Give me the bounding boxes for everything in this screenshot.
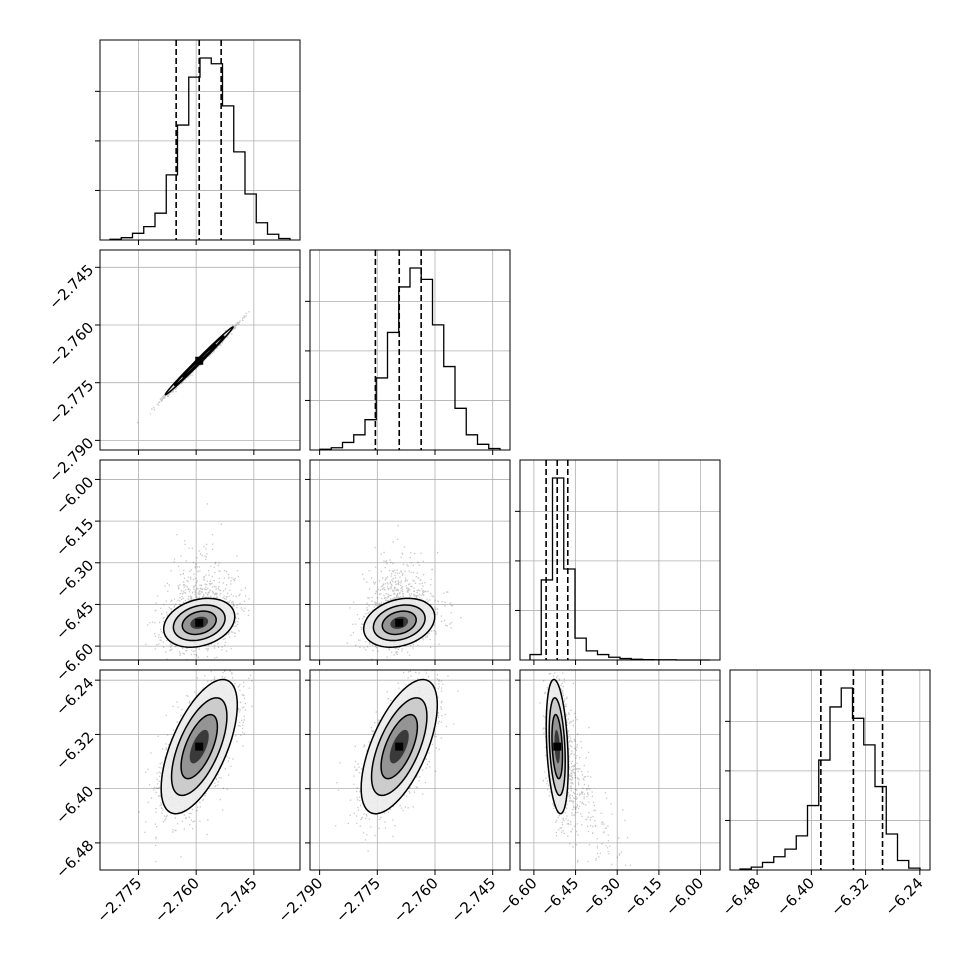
histogram-panel-0 (95, 39, 301, 241)
contour-line-2 (551, 713, 564, 780)
axes-frame (729, 669, 931, 871)
scatter-panel-1-3 (309, 669, 511, 871)
panel-content (145, 503, 250, 660)
y-tick-label: −6.30 (52, 556, 97, 601)
scatter-panel-0-3 (99, 669, 301, 871)
contour-line-0 (160, 678, 239, 815)
contour-line-0 (360, 678, 439, 815)
x-tick-label: −2.760 (151, 874, 203, 926)
contour-line-0 (362, 597, 436, 648)
x-tick-label: −2.790 (274, 874, 326, 926)
histogram-panel-1 (305, 249, 511, 451)
x-tick-label: −6.00 (662, 874, 707, 919)
y-tick-label: −6.15 (52, 515, 97, 560)
panel-content (335, 670, 459, 852)
contour-line-1 (372, 604, 426, 642)
x-tick-label: −2.745 (448, 874, 500, 926)
y-tick-label: −6.60 (52, 640, 97, 685)
histogram-step-line (319, 267, 501, 450)
y-tick-label: −2.775 (45, 376, 97, 428)
density-peak (195, 356, 204, 365)
contour-line-1 (548, 697, 566, 797)
y-tick-label: −2.760 (45, 319, 97, 371)
density-peak (195, 618, 204, 627)
contour-line-2 (180, 713, 219, 780)
histogram-step-line (739, 687, 921, 870)
y-tick-label: −6.24 (52, 674, 97, 719)
panel-content (137, 311, 250, 424)
axes-frame (309, 459, 511, 661)
x-tick-label: −6.48 (719, 874, 764, 919)
x-tick-label: −6.15 (620, 874, 665, 919)
density-peak (195, 742, 204, 751)
contour-line-2 (381, 610, 417, 636)
x-tick-label: −6.45 (537, 874, 582, 919)
contour-line-1 (370, 697, 428, 797)
axes-frame (99, 249, 301, 451)
density-peak (395, 742, 404, 751)
panel-content (539, 672, 631, 870)
panel-content (138, 670, 253, 863)
axes-frame (309, 669, 511, 871)
density-peak (395, 618, 404, 627)
density-peak (553, 742, 562, 751)
contour-line-2 (182, 343, 217, 378)
axes-frame (519, 459, 721, 661)
scatter-panel-0-1 (99, 249, 301, 451)
y-tick-label: −6.40 (52, 782, 97, 827)
contour-line-0 (545, 678, 569, 815)
y-tick-label: −6.45 (52, 598, 97, 643)
histogram-panel-2 (515, 459, 721, 661)
contour-line-1 (170, 697, 228, 797)
contour-line-2 (380, 713, 419, 780)
contour-line-0 (164, 326, 234, 396)
x-tick-label: −6.40 (773, 874, 818, 919)
x-tick-label: −6.30 (579, 874, 624, 919)
contour-line-1 (172, 604, 226, 642)
x-tick-label: −2.775 (93, 874, 145, 926)
y-tick-label: −6.32 (52, 728, 97, 773)
histogram-panel-3 (725, 669, 931, 871)
x-tick-label: −2.760 (390, 874, 442, 926)
x-tick-label: −6.60 (495, 874, 540, 919)
y-tick-label: −2.745 (45, 261, 97, 313)
axes-frame (99, 39, 301, 241)
panel-content (346, 524, 462, 660)
scatter-points (145, 503, 250, 660)
axes-frame (309, 249, 511, 451)
scatter-panel-2-3 (519, 669, 721, 871)
x-tick-label: −6.24 (881, 874, 926, 919)
x-tick-label: −2.775 (332, 874, 384, 926)
scatter-panel-0-2 (99, 459, 301, 661)
x-tick-label: −6.32 (827, 874, 872, 919)
scatter-panel-1-2 (309, 459, 511, 661)
contour-line-0 (162, 597, 236, 648)
x-tick-label: −2.745 (209, 874, 261, 926)
axes-frame (99, 669, 301, 871)
y-tick-label: −6.48 (52, 837, 97, 882)
axes-frame (519, 669, 721, 871)
contour-line-2 (181, 610, 217, 636)
axes-frame (99, 459, 301, 661)
